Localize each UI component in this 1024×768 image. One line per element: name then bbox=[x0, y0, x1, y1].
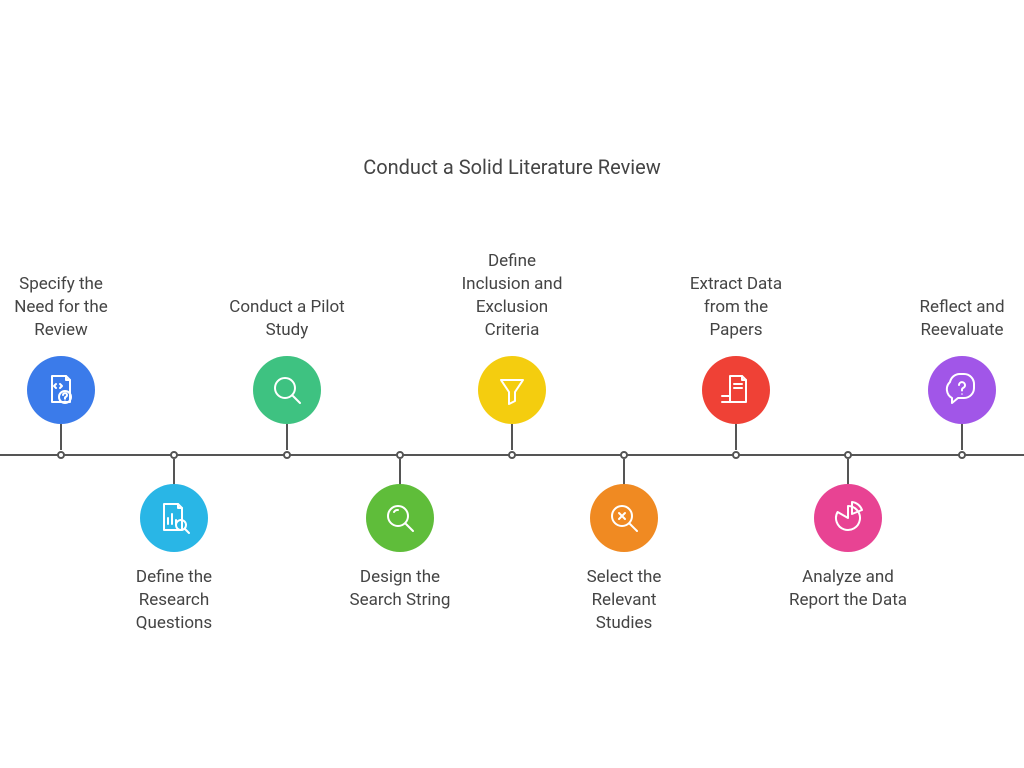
diagram-canvas: Conduct a Solid Literature Review Specif… bbox=[0, 0, 1024, 768]
timeline-stem bbox=[286, 424, 288, 450]
magnifier-icon bbox=[267, 370, 307, 410]
timeline-tick bbox=[170, 451, 178, 459]
step-node bbox=[590, 484, 658, 552]
question-bubble-icon bbox=[942, 370, 982, 410]
timeline-stem bbox=[847, 459, 849, 485]
doc-extract-icon bbox=[716, 370, 756, 410]
doc-chart-mag-icon bbox=[154, 498, 194, 538]
doc-question-icon bbox=[41, 370, 81, 410]
timeline-tick bbox=[732, 451, 740, 459]
timeline-stem bbox=[961, 424, 963, 450]
timeline-stem bbox=[173, 459, 175, 485]
step-label: Conduct a Pilot Study bbox=[212, 296, 362, 342]
step-label: Select the Relevant Studies bbox=[549, 566, 699, 635]
magnifier-x-icon bbox=[604, 498, 644, 538]
step-label: Define Inclusion and Exclusion Criteria bbox=[437, 250, 587, 342]
step-node bbox=[253, 356, 321, 424]
step-node bbox=[928, 356, 996, 424]
timeline-tick bbox=[958, 451, 966, 459]
diagram-title: Conduct a Solid Literature Review bbox=[0, 155, 1024, 179]
timeline-tick bbox=[396, 451, 404, 459]
timeline-stem bbox=[399, 459, 401, 485]
step-node bbox=[702, 356, 770, 424]
funnel-icon bbox=[492, 370, 532, 410]
timeline-tick bbox=[283, 451, 291, 459]
step-node bbox=[478, 356, 546, 424]
timeline-stem bbox=[735, 424, 737, 450]
step-node bbox=[140, 484, 208, 552]
step-label: Define the Research Questions bbox=[99, 566, 249, 635]
step-label: Reflect and Reevaluate bbox=[887, 296, 1024, 342]
timeline-stem bbox=[623, 459, 625, 485]
step-label: Extract Data from the Papers bbox=[661, 273, 811, 342]
step-label: Specify the Need for the Review bbox=[0, 273, 136, 342]
timeline-tick bbox=[508, 451, 516, 459]
timeline-tick bbox=[57, 451, 65, 459]
step-node bbox=[366, 484, 434, 552]
timeline-stem bbox=[511, 424, 513, 450]
timeline-tick bbox=[620, 451, 628, 459]
step-label: Design the Search String bbox=[325, 566, 475, 612]
timeline-tick bbox=[844, 451, 852, 459]
timeline-stem bbox=[60, 424, 62, 450]
step-label: Analyze and Report the Data bbox=[773, 566, 923, 612]
step-node bbox=[27, 356, 95, 424]
magnifier-dot-icon bbox=[380, 498, 420, 538]
pie-icon bbox=[828, 498, 868, 538]
step-node bbox=[814, 484, 882, 552]
